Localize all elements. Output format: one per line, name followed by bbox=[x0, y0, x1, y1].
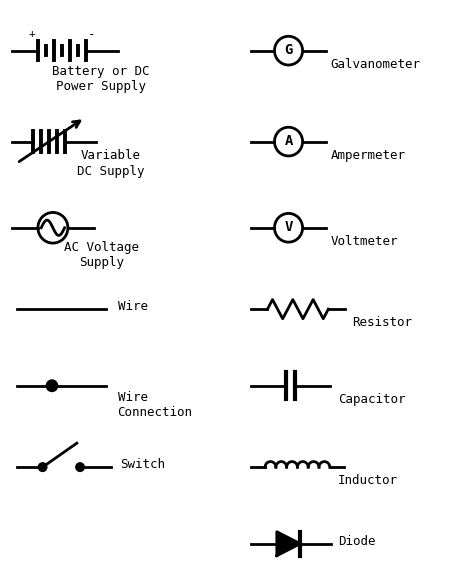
Text: Battery or DC: Battery or DC bbox=[53, 65, 150, 78]
Text: A: A bbox=[284, 133, 293, 148]
Text: Switch: Switch bbox=[120, 458, 165, 471]
Text: -: - bbox=[88, 28, 96, 41]
Text: Resistor: Resistor bbox=[352, 316, 412, 329]
Text: Capacitor: Capacitor bbox=[337, 393, 405, 406]
Text: AC Voltage: AC Voltage bbox=[64, 241, 139, 254]
Text: DC Supply: DC Supply bbox=[77, 165, 144, 177]
Circle shape bbox=[38, 463, 47, 472]
Text: +: + bbox=[28, 28, 35, 39]
Text: V: V bbox=[284, 220, 293, 234]
Text: Diode: Diode bbox=[337, 535, 375, 548]
Text: Variable: Variable bbox=[81, 149, 140, 162]
Circle shape bbox=[46, 380, 57, 392]
Text: Voltmeter: Voltmeter bbox=[331, 235, 398, 248]
Text: Inductor: Inductor bbox=[337, 474, 398, 487]
Text: Power Supply: Power Supply bbox=[56, 80, 146, 93]
Text: Galvanometer: Galvanometer bbox=[331, 58, 421, 71]
Text: Connection: Connection bbox=[118, 406, 192, 419]
Text: Wire: Wire bbox=[118, 390, 147, 404]
Text: G: G bbox=[284, 43, 293, 57]
Text: Wire: Wire bbox=[118, 300, 147, 313]
Text: Ampermeter: Ampermeter bbox=[331, 149, 406, 162]
Circle shape bbox=[76, 463, 84, 472]
Text: Supply: Supply bbox=[79, 256, 124, 270]
Polygon shape bbox=[277, 532, 300, 556]
